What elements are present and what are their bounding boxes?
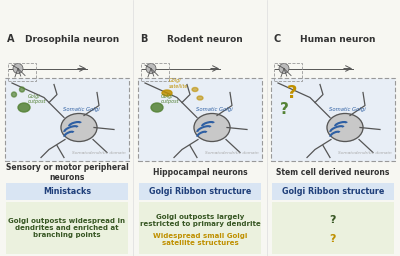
Text: Drosophila neuron: Drosophila neuron — [25, 35, 119, 44]
Ellipse shape — [327, 113, 363, 142]
Ellipse shape — [192, 88, 198, 91]
Text: A: A — [7, 34, 14, 44]
Text: Widespread small Golgi
satellite structures: Widespread small Golgi satellite structu… — [153, 233, 247, 246]
Text: ?: ? — [287, 84, 297, 102]
Text: Golgi
outpost: Golgi outpost — [28, 94, 46, 104]
Circle shape — [146, 63, 156, 73]
Ellipse shape — [197, 96, 203, 100]
Ellipse shape — [61, 113, 97, 142]
Text: Somatic Golgi: Somatic Golgi — [196, 106, 232, 112]
Text: Golgi outposts largely
restricted to primary dendrite: Golgi outposts largely restricted to pri… — [140, 214, 260, 227]
Text: C: C — [273, 34, 280, 44]
Text: Somatodendritic domain: Somatodendritic domain — [72, 151, 126, 155]
FancyBboxPatch shape — [6, 202, 128, 254]
FancyBboxPatch shape — [139, 183, 261, 200]
FancyBboxPatch shape — [6, 183, 128, 200]
Text: Hippocampal neurons: Hippocampal neurons — [153, 168, 247, 177]
Text: Ministacks: Ministacks — [43, 187, 91, 196]
Text: Human neuron: Human neuron — [300, 35, 376, 44]
FancyBboxPatch shape — [272, 183, 394, 200]
Ellipse shape — [18, 103, 30, 112]
FancyBboxPatch shape — [138, 78, 262, 161]
Circle shape — [279, 63, 289, 73]
Text: Somatodendritic domain: Somatodendritic domain — [338, 151, 392, 155]
Text: ?: ? — [330, 215, 336, 225]
Text: Sensory or motor peripheral
neurons: Sensory or motor peripheral neurons — [6, 163, 128, 182]
Bar — [141, 62, 169, 80]
FancyBboxPatch shape — [5, 78, 129, 161]
Text: ?: ? — [280, 102, 288, 117]
Text: Stem cell derived neurons: Stem cell derived neurons — [276, 168, 390, 177]
Text: Somatodendritic domain: Somatodendritic domain — [205, 151, 259, 155]
Text: Golgi
outpost: Golgi outpost — [161, 94, 180, 104]
Text: Somatic Golgi: Somatic Golgi — [63, 106, 99, 112]
FancyBboxPatch shape — [139, 202, 261, 254]
Text: Golgi
satellite: Golgi satellite — [169, 78, 188, 89]
Text: Golgi outposts widespread in
dendrites and enriched at
branching points: Golgi outposts widespread in dendrites a… — [8, 218, 126, 238]
Text: Golgi Ribbon structure: Golgi Ribbon structure — [149, 187, 251, 196]
FancyBboxPatch shape — [271, 78, 395, 161]
Text: Somatic Golgi: Somatic Golgi — [329, 106, 365, 112]
Circle shape — [12, 92, 16, 97]
Ellipse shape — [162, 90, 172, 96]
Text: B: B — [140, 34, 147, 44]
Bar — [8, 62, 36, 80]
Text: ?: ? — [330, 234, 336, 244]
Bar — [274, 62, 302, 80]
Circle shape — [20, 87, 24, 92]
Circle shape — [13, 63, 23, 73]
Text: Golgi Ribbon structure: Golgi Ribbon structure — [282, 187, 384, 196]
FancyBboxPatch shape — [272, 202, 394, 254]
Ellipse shape — [194, 113, 230, 142]
Ellipse shape — [151, 103, 163, 112]
Text: Rodent neuron: Rodent neuron — [167, 35, 243, 44]
